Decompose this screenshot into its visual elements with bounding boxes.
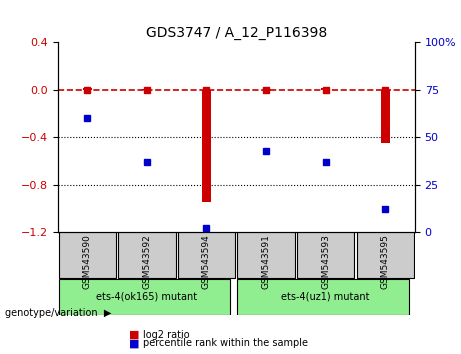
Bar	[83, 87, 92, 90]
Bar	[202, 90, 211, 202]
Text: genotype/variation  ▶: genotype/variation ▶	[5, 308, 111, 318]
FancyBboxPatch shape	[59, 232, 116, 278]
FancyBboxPatch shape	[237, 232, 295, 278]
Text: GSM543592: GSM543592	[142, 235, 152, 289]
Bar	[381, 90, 390, 143]
Bar	[142, 89, 151, 90]
Text: GSM543593: GSM543593	[321, 235, 330, 290]
Bar	[321, 87, 330, 90]
Text: ets-4(ok165) mutant: ets-4(ok165) mutant	[96, 292, 197, 302]
FancyBboxPatch shape	[356, 232, 414, 278]
Text: GSM543595: GSM543595	[381, 235, 390, 290]
Text: ■: ■	[129, 330, 140, 339]
Text: ■: ■	[129, 338, 140, 348]
FancyBboxPatch shape	[59, 279, 230, 315]
Text: log2 ratio: log2 ratio	[143, 330, 189, 339]
Text: ets-4(uz1) mutant: ets-4(uz1) mutant	[281, 292, 370, 302]
Text: percentile rank within the sample: percentile rank within the sample	[143, 338, 308, 348]
Title: GDS3747 / A_12_P116398: GDS3747 / A_12_P116398	[146, 26, 327, 40]
FancyBboxPatch shape	[118, 232, 176, 278]
Text: GSM543594: GSM543594	[202, 235, 211, 289]
Text: GSM543590: GSM543590	[83, 235, 92, 290]
FancyBboxPatch shape	[297, 232, 354, 278]
Bar	[261, 89, 271, 90]
FancyBboxPatch shape	[237, 279, 409, 315]
Text: GSM543591: GSM543591	[261, 235, 271, 290]
FancyBboxPatch shape	[178, 232, 235, 278]
